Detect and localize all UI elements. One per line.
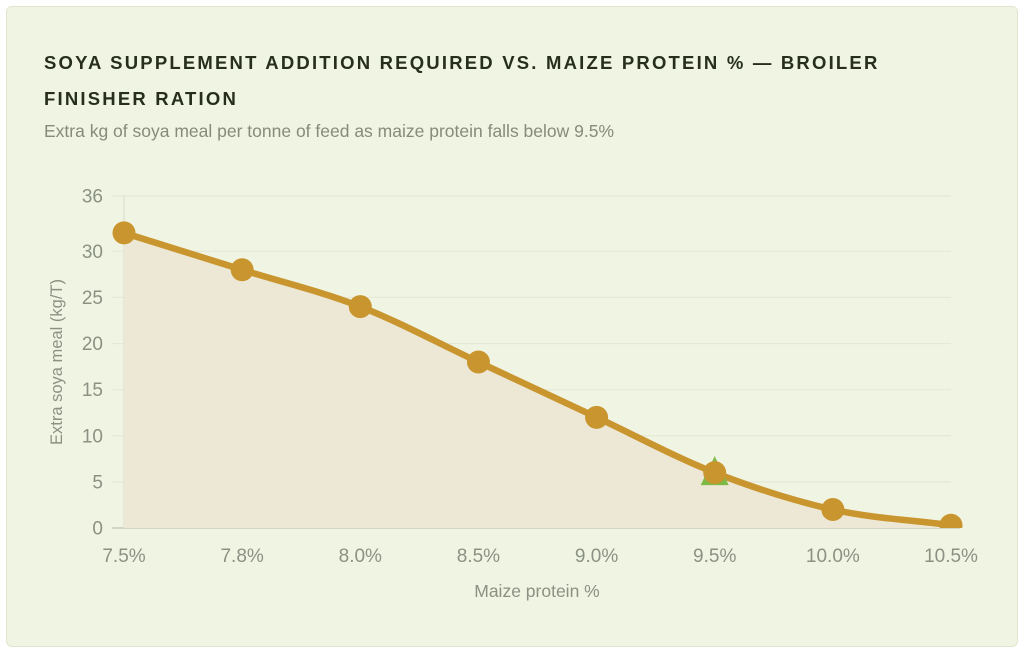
chart-title: SOYA SUPPLEMENT ADDITION REQUIRED VS. MA… — [44, 52, 880, 109]
chart-subtitle: Extra kg of soya meal per tonne of feed … — [44, 121, 615, 141]
chart-card: SOYA SUPPLEMENT ADDITION REQUIRED VS. MA… — [6, 6, 1018, 647]
